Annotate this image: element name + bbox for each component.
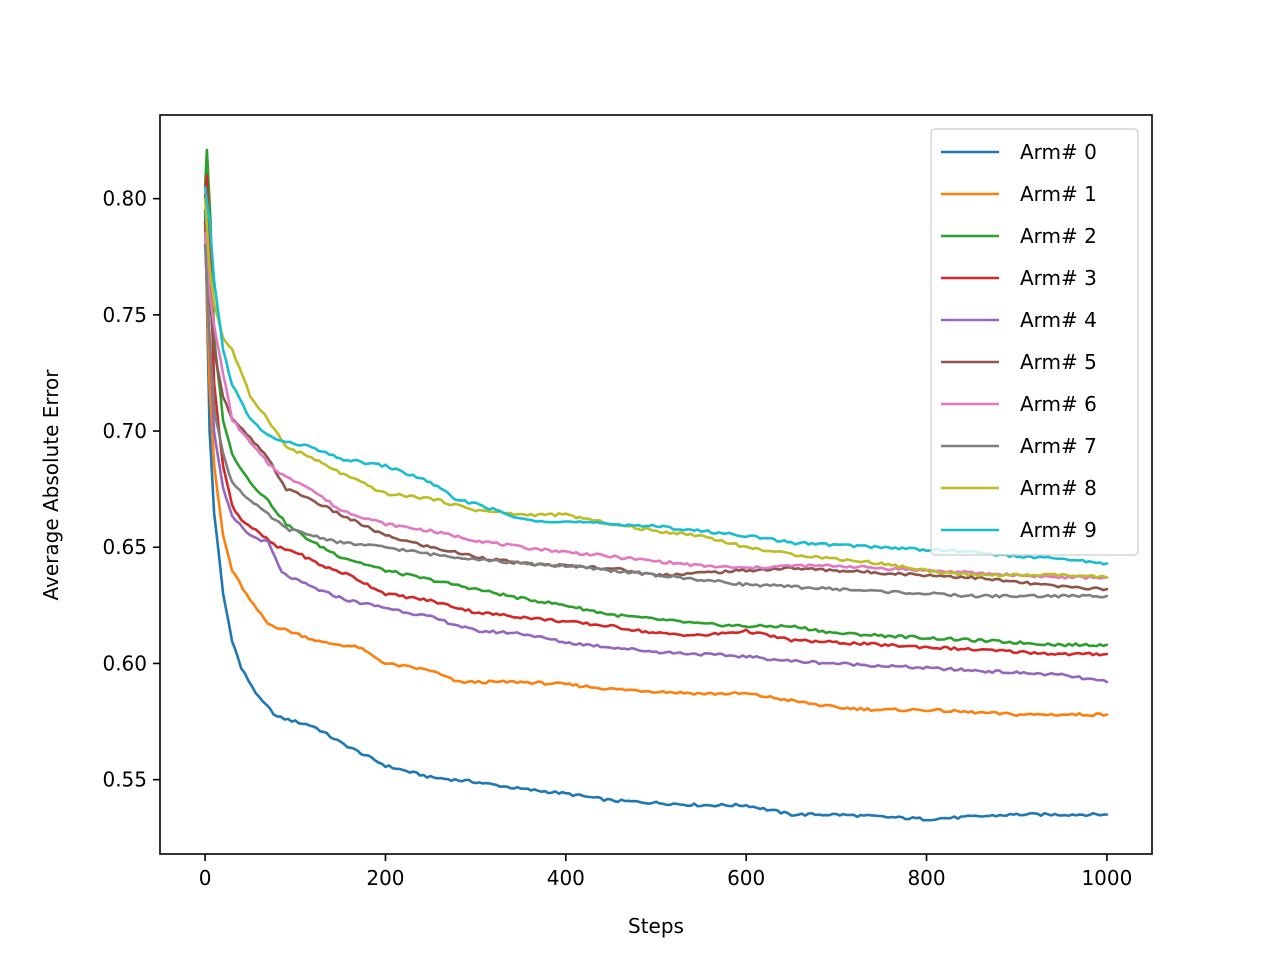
series-line-arm-7	[203, 243, 1109, 599]
legend-label-arm-4: Arm# 4	[1020, 308, 1097, 332]
x-axis: 0 200 400 600 800 1000	[199, 854, 1132, 890]
plot-frame	[159, 114, 1153, 855]
legend-label-arm-2: Arm# 2	[1020, 224, 1097, 248]
x-tick-label: 200	[366, 866, 404, 890]
legend-label-arm-5: Arm# 5	[1020, 350, 1097, 374]
y-tick-label: 0.80	[102, 187, 147, 211]
legend: Arm# 0 Arm# 1 Arm# 2 Arm# 3 Arm# 4 Arm# 5 Arm#…	[930, 128, 1139, 556]
x-tick-label: 600	[727, 866, 765, 890]
series-line-arm-3	[203, 174, 1109, 657]
x-tick-label: 0	[199, 866, 212, 890]
y-axis-title: Average Absolute Error	[39, 369, 63, 601]
x-tick-label: 400	[547, 866, 585, 890]
legend-label-arm-7: Arm# 7	[1020, 434, 1097, 458]
y-tick-label: 0.75	[102, 303, 147, 327]
legend-label-arm-1: Arm# 1	[1020, 182, 1097, 206]
x-tick-label: 1000	[1081, 866, 1132, 890]
y-tick-label: 0.70	[102, 419, 147, 443]
y-tick-label: 0.55	[102, 768, 147, 792]
x-tick-label: 800	[907, 866, 945, 890]
legend-label-arm-0: Arm# 0	[1020, 140, 1097, 164]
series-line-arm-4	[203, 220, 1109, 684]
y-axis: 0.55 0.60 0.65 0.70 0.75 0.80	[102, 187, 160, 792]
y-tick-label: 0.65	[102, 535, 147, 559]
legend-label-arm-6: Arm# 6	[1020, 392, 1097, 416]
series-line-arm-8	[203, 197, 1109, 579]
legend-label-arm-9: Arm# 9	[1020, 518, 1097, 542]
legend-label-arm-3: Arm# 3	[1020, 266, 1097, 290]
series-line-arm-2	[203, 148, 1109, 648]
legend-label-arm-8: Arm# 8	[1020, 476, 1097, 500]
y-tick-label: 0.60	[102, 651, 147, 675]
x-axis-title: Steps	[628, 914, 684, 938]
series-line-arm-0	[203, 209, 1109, 822]
series-line-arm-1	[203, 225, 1109, 718]
